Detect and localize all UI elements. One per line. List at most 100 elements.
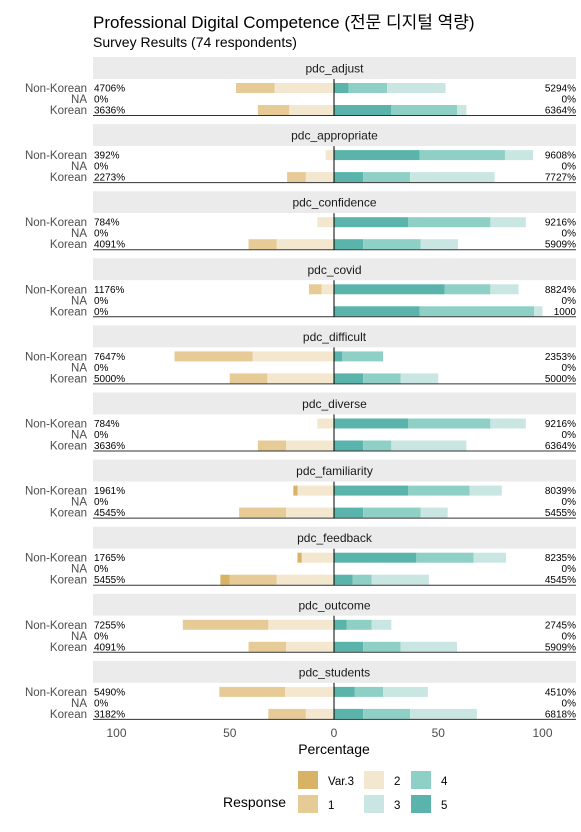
bar-segment-5	[334, 440, 364, 451]
right-percent-label: 0%	[562, 497, 577, 508]
bar-segment-5	[334, 485, 409, 496]
right-percent-label: 5909%	[545, 642, 576, 653]
facet-label: pdc_diverse	[302, 397, 367, 411]
bar-segment-3	[534, 306, 543, 317]
bar-segment-5	[334, 306, 420, 317]
bar-segment-3	[490, 217, 526, 228]
facet-label: pdc_difficult	[303, 330, 367, 344]
bar-segment-3	[382, 686, 428, 697]
bar-segment-3	[420, 239, 459, 250]
left-percent-label: 0%	[94, 307, 109, 318]
right-percent-label: 5909%	[545, 240, 576, 251]
bar-segment-2	[285, 686, 334, 697]
right-percent-label: 2745%	[545, 620, 576, 631]
group-label: Non-Korean	[25, 620, 87, 632]
bar-segment-5	[334, 239, 364, 250]
bar-segment-2	[317, 217, 334, 228]
group-label: Non-Korean	[25, 284, 87, 296]
right-percent-label: 6364%	[545, 441, 576, 452]
legend-swatch-3	[364, 795, 384, 813]
facet-label: pdc_familiarity	[296, 464, 373, 478]
group-label: Korean	[50, 575, 87, 587]
bar-segment-5	[334, 574, 353, 585]
bar-segment-2	[268, 619, 334, 630]
group-label: Korean	[50, 441, 87, 453]
bar-segment-1	[287, 172, 306, 183]
facet-strip	[93, 593, 576, 616]
bar-segment-4	[419, 150, 505, 161]
legend-label: Var.3	[328, 776, 354, 788]
bar-segment-1	[219, 686, 286, 697]
bar-segment-4	[348, 83, 388, 93]
right-percent-label: 9216%	[545, 419, 576, 430]
left-percent-label: 0%	[94, 497, 109, 508]
right-percent-label: 7727%	[545, 173, 576, 184]
bar-segment-4	[363, 708, 411, 719]
bar-segment-3	[371, 619, 392, 630]
right-percent-label: 0%	[562, 95, 577, 106]
right-percent-label: 5000%	[545, 374, 576, 385]
bar-segment-4	[408, 485, 470, 496]
bar-segment-1	[229, 574, 277, 585]
group-label: NA	[71, 362, 87, 374]
group-label: NA	[71, 161, 87, 173]
bar-segment-4	[408, 217, 491, 228]
right-percent-label: 8235%	[545, 553, 576, 564]
facet-label: pdc_outcome	[298, 598, 370, 612]
group-label: Non-Korean	[25, 553, 87, 565]
bar-segment-2	[274, 83, 334, 93]
bar-segment-2	[301, 552, 334, 563]
group-label: Non-Korean	[25, 217, 87, 229]
bar-segment-4	[363, 440, 392, 451]
chart-title: Professional Digital Competence (전문 디지털 …	[93, 13, 475, 32]
group-label: NA	[71, 497, 87, 509]
bar-segment-5	[334, 507, 364, 518]
group-label: NA	[71, 94, 87, 106]
bar-segment-2	[305, 172, 334, 183]
bar-segment-5	[334, 105, 392, 115]
bar-segment-2	[317, 418, 334, 429]
left-percent-label: 4091%	[94, 642, 125, 653]
bar-segment-2	[321, 284, 334, 295]
right-percent-label: 0%	[562, 229, 577, 240]
bar-segment-3	[410, 708, 477, 719]
left-percent-label: 784%	[94, 419, 120, 430]
right-percent-label: 9608%	[545, 151, 576, 162]
left-percent-label: 5000%	[94, 374, 125, 385]
bar-segment-1	[268, 708, 306, 719]
bar-segment-2	[276, 239, 334, 250]
bar-segment-4	[419, 306, 535, 317]
bar-segment-5	[334, 150, 420, 161]
bar-segment-2	[286, 507, 334, 518]
bar-segment-1	[248, 641, 287, 652]
bar-segment-5	[334, 641, 364, 652]
left-percent-label: 0%	[94, 229, 109, 240]
bar-segment-2	[325, 150, 334, 161]
left-percent-label: 7647%	[94, 352, 125, 363]
group-label: Non-Korean	[25, 486, 87, 498]
bar-segment-3	[457, 105, 467, 115]
bar-segment-4	[416, 552, 474, 563]
bar-segment-3	[400, 641, 458, 652]
left-percent-label: 0%	[94, 698, 109, 709]
left-percent-label: 784%	[94, 218, 120, 229]
left-percent-label: 3636%	[94, 106, 125, 117]
bar-segment-3	[387, 83, 446, 93]
legend-swatch-Var.3	[298, 771, 318, 789]
left-percent-label: 5490%	[94, 687, 125, 698]
bar-segment-3	[400, 373, 439, 384]
bar-segment-5	[334, 552, 417, 563]
group-label: Korean	[50, 306, 87, 318]
left-percent-label: 0%	[94, 296, 109, 307]
bar-segment-4	[408, 418, 491, 429]
legend-label: 3	[394, 800, 400, 812]
left-percent-label: 4545%	[94, 508, 125, 519]
group-label: NA	[71, 228, 87, 240]
x-tick-label: 100	[532, 726, 552, 740]
group-label: NA	[71, 698, 87, 710]
chart-subtitle: Survey Results (74 respondents)	[93, 34, 297, 50]
bar-segment-5	[334, 619, 347, 630]
legend-label: 2	[394, 776, 400, 788]
group-label: NA	[71, 564, 87, 576]
bar-segment-4	[354, 686, 383, 697]
